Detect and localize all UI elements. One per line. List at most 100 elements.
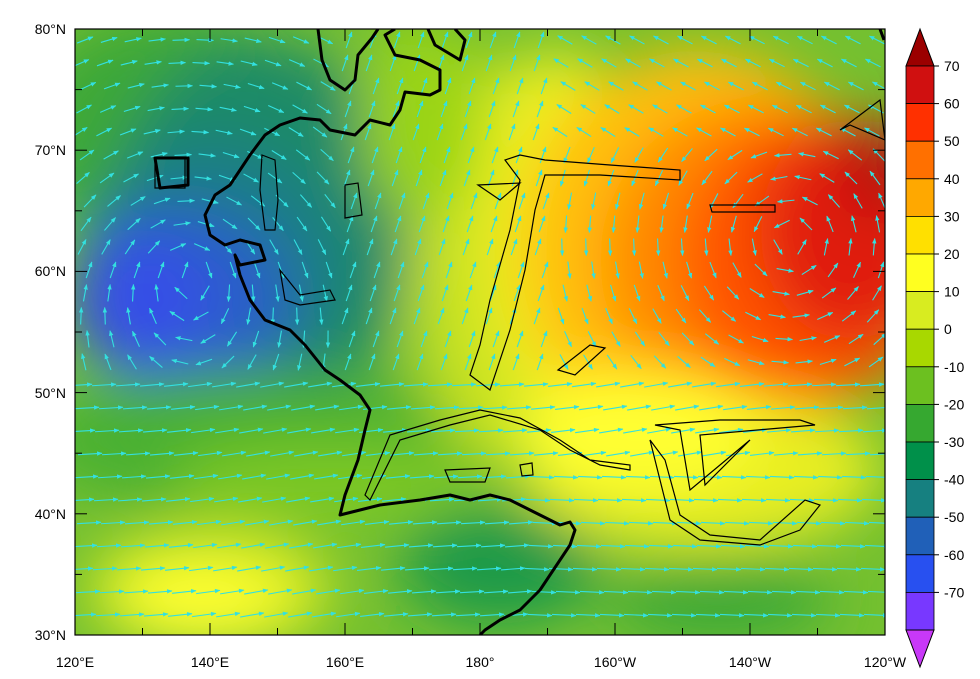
wind-vector: [365, 307, 373, 325]
wind-vector: [717, 498, 743, 503]
wind-vector: [799, 336, 817, 342]
wind-vector: [127, 217, 141, 231]
wind-vector: [540, 77, 548, 95]
wind-vector: [872, 81, 885, 90]
wind-vector: [771, 104, 788, 114]
wind-vector: [604, 104, 620, 114]
wind-vector: [696, 544, 722, 549]
wind-vector: [556, 104, 572, 114]
wind-vector: [341, 519, 366, 526]
wind-vector: [319, 307, 324, 326]
wind-vector: [189, 565, 214, 572]
wind-vector: [195, 358, 213, 366]
wind-vector: [843, 104, 860, 114]
wind-vector: [587, 215, 592, 234]
wind-vector: [192, 611, 217, 618]
wind-vector: [240, 611, 265, 618]
wind-vector: [143, 612, 169, 617]
wind-vector: [466, 215, 474, 233]
wind-vector: [540, 330, 548, 348]
wind-vector: [116, 566, 142, 571]
wind-vector: [269, 239, 279, 255]
wind-vector: [171, 359, 189, 365]
wind-vector: [486, 238, 494, 256]
wind-vector: [277, 261, 285, 279]
wind-vector: [265, 542, 290, 549]
wind-vector: [750, 151, 768, 159]
wind-vector: [413, 451, 439, 456]
wind-vector: [692, 381, 717, 388]
wind-vector: [85, 261, 93, 279]
wind-vector: [867, 590, 885, 593]
wind-vector: [104, 217, 116, 231]
lat-label: 60°N: [35, 263, 66, 279]
wind-vector: [226, 196, 243, 206]
wind-vector: [243, 173, 259, 183]
wind-vector: [475, 382, 501, 387]
wind-vector: [75, 59, 90, 67]
wind-vector: [107, 195, 121, 207]
wind-vector: [620, 567, 646, 572]
wind-vector: [508, 520, 534, 525]
wind-vector: [153, 332, 167, 346]
wind-vector: [653, 355, 667, 369]
wind-vector: [461, 451, 487, 456]
wind-vector: [768, 58, 785, 68]
wind-vector: [845, 451, 871, 456]
wind-vector: [98, 405, 124, 410]
wind-vector: [483, 589, 509, 594]
wind-vector: [814, 428, 840, 433]
wind-vector: [771, 590, 797, 595]
wind-vector: [504, 543, 530, 548]
wind-vector: [122, 405, 148, 410]
wind-vector: [811, 382, 837, 387]
wind-vector: [816, 544, 842, 549]
wind-vector: [272, 217, 284, 232]
wind-vector: [529, 475, 555, 480]
wind-vector: [361, 542, 386, 549]
wind-vector: [75, 543, 98, 548]
wind-vector: [686, 261, 693, 279]
wind-vector: [583, 238, 589, 257]
wind-vector: [194, 176, 212, 181]
wind-vector: [580, 104, 596, 114]
wind-vector: [772, 291, 790, 296]
wind-vector: [266, 473, 291, 480]
wind-vector: [341, 307, 349, 325]
wind-vector: [124, 239, 136, 255]
wind-vector: [652, 104, 668, 114]
wind-vector: [539, 146, 547, 164]
wind-vector: [320, 81, 336, 91]
wind-vector: [797, 239, 807, 255]
wind-vector: [200, 285, 210, 301]
wind-vector: [360, 611, 385, 618]
wind-vector: [675, 590, 701, 595]
wind-vector: [322, 284, 328, 302]
wind-vector: [363, 404, 388, 411]
wind-vector: [188, 381, 213, 388]
wind-vector: [344, 353, 352, 371]
wind-vector: [695, 613, 721, 618]
wind-vector: [292, 171, 306, 185]
wind-vector: [596, 567, 622, 572]
wind-vector: [801, 196, 818, 206]
wind-vector: [365, 54, 373, 72]
wind-vector: [130, 196, 146, 206]
wind-vector: [318, 450, 343, 457]
wind-vector: [603, 590, 629, 595]
colorbar-label: 60: [944, 96, 960, 112]
axis-ticks: [74, 28, 886, 636]
wind-vector: [654, 170, 664, 187]
wind-vector: [668, 381, 693, 388]
wind-vector: [79, 149, 95, 161]
wind-vector: [726, 450, 751, 457]
wind-vector: [723, 404, 748, 411]
wind-vector: [443, 146, 451, 164]
lat-label: 70°N: [35, 142, 66, 158]
wind-vector: [312, 126, 328, 138]
wind-vector: [531, 405, 556, 410]
wind-vector: [348, 330, 356, 348]
wind-vector: [863, 613, 885, 618]
wind-vector: [726, 286, 740, 300]
wind-vector: [703, 81, 720, 91]
